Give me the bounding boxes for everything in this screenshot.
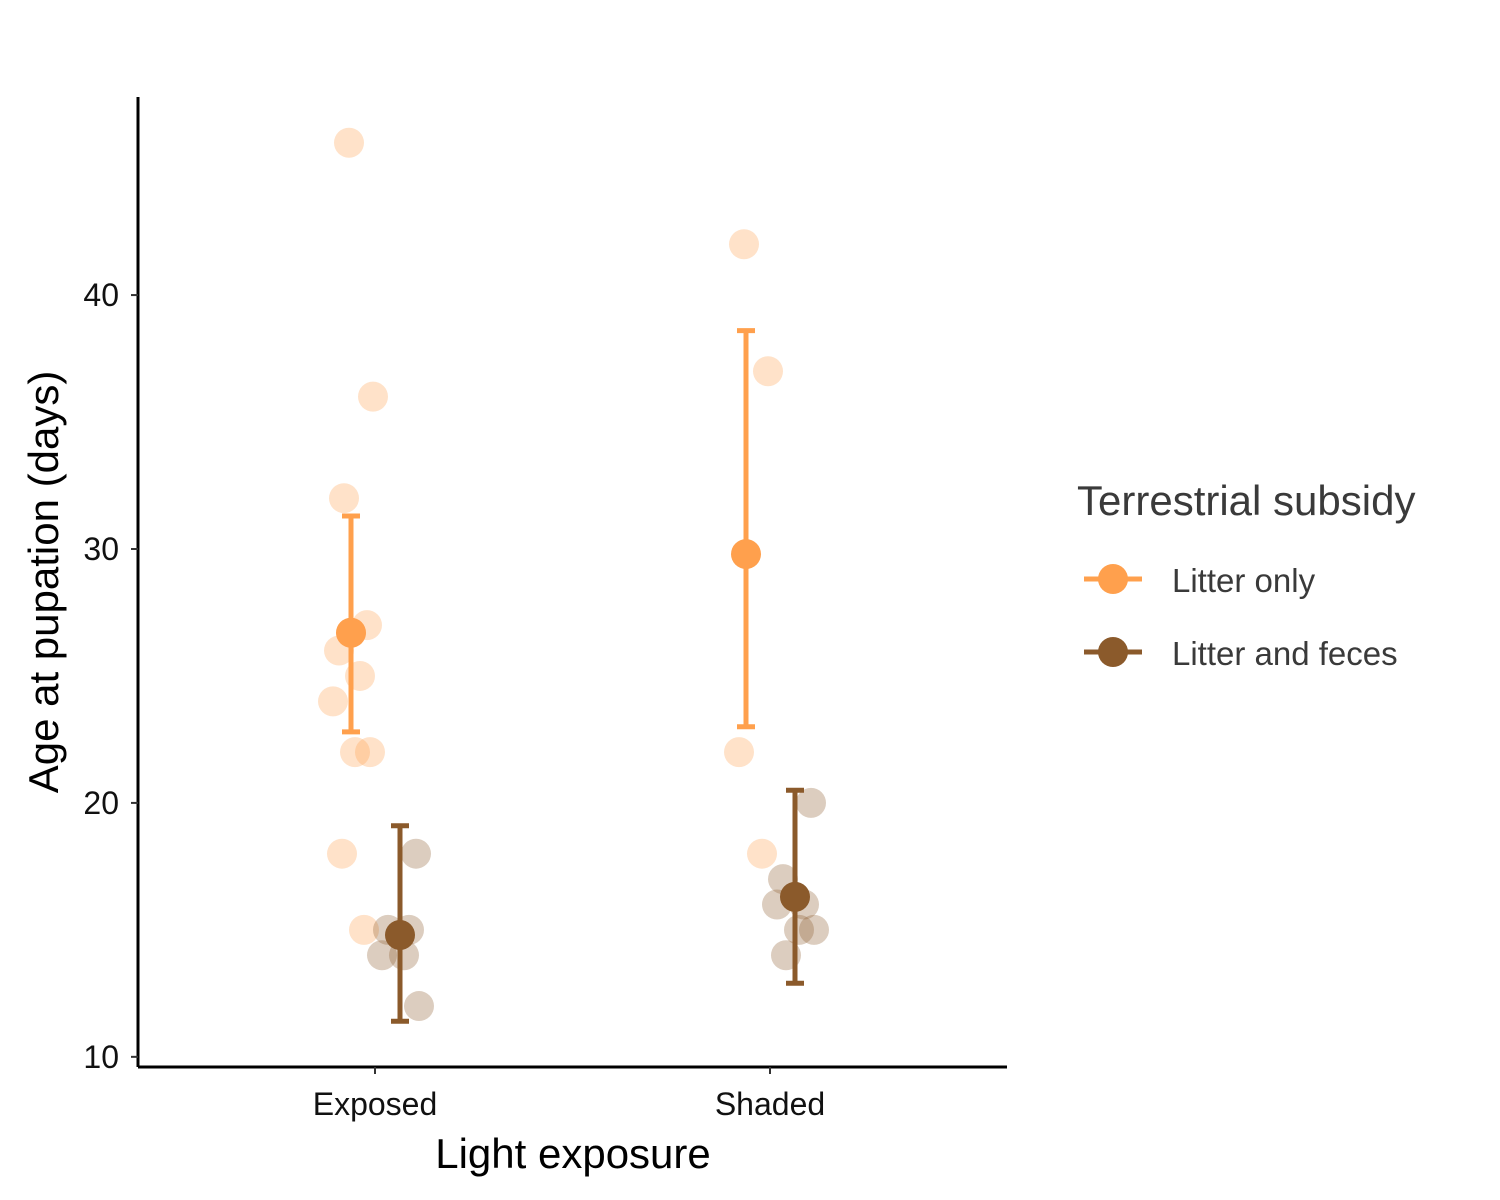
raw-point: [401, 838, 431, 869]
raw-point: [796, 787, 826, 818]
x-tick-label: Exposed: [313, 1086, 438, 1122]
y-tick-label: 30: [83, 531, 119, 567]
raw-points-layer: [318, 127, 829, 1022]
raw-point: [724, 737, 754, 768]
raw-point: [404, 991, 434, 1022]
mean-point: [780, 881, 810, 912]
raw-point: [349, 914, 379, 945]
legend: Terrestrial subsidy Litter only Litter a…: [1077, 477, 1415, 672]
legend-entry-litter-only: Litter only: [1084, 562, 1316, 599]
x-tick-label: Shaded: [715, 1086, 825, 1122]
legend-key-dot-litter-and-feces: [1098, 637, 1128, 667]
raw-point: [318, 686, 348, 717]
raw-point: [799, 914, 829, 945]
x-tick-layer: Exposed Shaded: [313, 1067, 825, 1122]
raw-point: [747, 838, 777, 869]
raw-point: [367, 940, 397, 971]
y-axis-title: Age at pupation (days): [20, 371, 67, 794]
x-axis-title: Light exposure: [435, 1130, 711, 1177]
legend-label-litter-only: Litter only: [1172, 562, 1316, 599]
raw-point: [329, 483, 359, 514]
raw-point: [327, 838, 357, 869]
raw-point: [729, 229, 759, 260]
legend-title: Terrestrial subsidy: [1077, 477, 1415, 524]
y-tick-layer: 10 20 30 40: [83, 277, 138, 1075]
mean-point: [336, 617, 366, 648]
y-tick-label: 10: [83, 1039, 119, 1075]
raw-point: [334, 127, 364, 158]
y-tick-label: 40: [83, 277, 119, 313]
raw-point: [340, 737, 370, 768]
raw-point: [753, 356, 783, 387]
legend-label-litter-and-feces: Litter and feces: [1172, 635, 1398, 672]
mean-point: [385, 919, 415, 950]
mean-point: [731, 539, 761, 570]
raw-point: [358, 381, 388, 412]
legend-key-dot-litter-only: [1098, 564, 1128, 594]
y-tick-label: 20: [83, 785, 119, 821]
raw-point: [784, 914, 814, 945]
raw-point: [355, 737, 385, 768]
summary-layer: [336, 328, 810, 1024]
legend-entry-litter-and-feces: Litter and feces: [1084, 635, 1398, 672]
